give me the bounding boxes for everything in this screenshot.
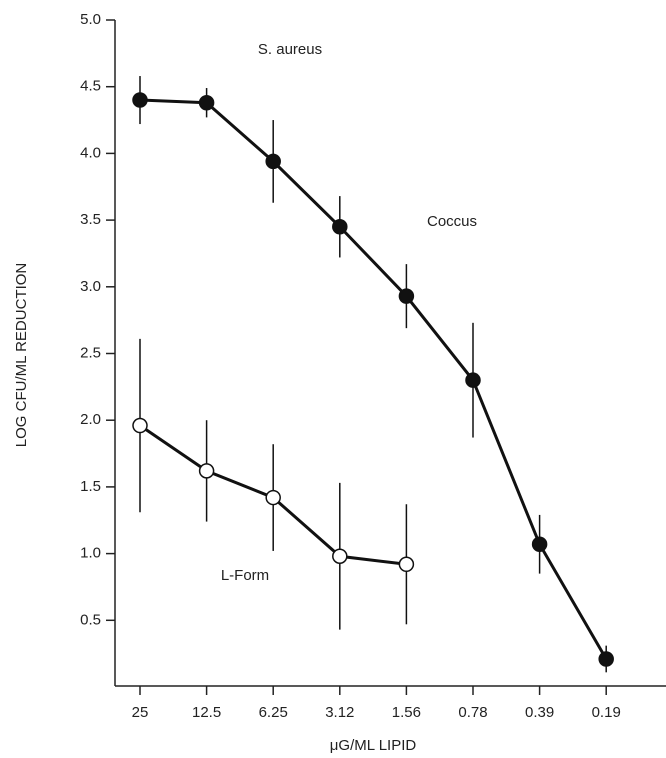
marker bbox=[132, 92, 148, 108]
x-tick-label: 0.78 bbox=[458, 704, 487, 721]
x-tick-label: 6.25 bbox=[259, 704, 288, 721]
x-tick-label: 0.39 bbox=[525, 704, 554, 721]
x-tick-label: 12.5 bbox=[192, 704, 221, 721]
marker bbox=[398, 288, 415, 304]
y-tick-label: 2.5 bbox=[80, 344, 101, 361]
x-tick-label: 25 bbox=[132, 704, 149, 721]
series-label: Coccus bbox=[427, 213, 477, 230]
marker bbox=[465, 372, 481, 388]
y-tick-label: 3.0 bbox=[80, 278, 101, 295]
series-label: L-Form bbox=[221, 567, 269, 584]
y-tick-label: 0.5 bbox=[80, 611, 101, 628]
x-tick-label: 1.56 bbox=[392, 704, 421, 721]
y-tick-label: 5.0 bbox=[80, 11, 101, 28]
marker bbox=[198, 463, 215, 479]
marker bbox=[198, 94, 215, 111]
y-tick-label: 3.5 bbox=[80, 211, 101, 228]
y-axis-label: LOG CFU/ML REDUCTION bbox=[13, 263, 30, 447]
marker bbox=[332, 219, 348, 235]
y-tick-label: 1.5 bbox=[80, 478, 101, 495]
y-tick-label: 2.0 bbox=[80, 411, 101, 428]
x-axis-label: μG/ML LIPID bbox=[330, 737, 417, 754]
marker bbox=[265, 153, 281, 170]
marker bbox=[531, 536, 548, 553]
marker bbox=[265, 489, 281, 506]
x-tick-label: 3.12 bbox=[325, 704, 354, 721]
marker bbox=[332, 548, 348, 565]
y-tick-label: 4.0 bbox=[80, 144, 101, 161]
series-line bbox=[139, 98, 608, 660]
x-tick-label: 0.19 bbox=[592, 704, 621, 721]
marker bbox=[598, 651, 614, 667]
chart-title: S. aureus bbox=[258, 41, 322, 58]
y-tick-label: 1.0 bbox=[80, 545, 101, 562]
marker bbox=[132, 417, 148, 434]
marker bbox=[398, 556, 415, 573]
y-tick-label: 4.5 bbox=[80, 78, 101, 95]
